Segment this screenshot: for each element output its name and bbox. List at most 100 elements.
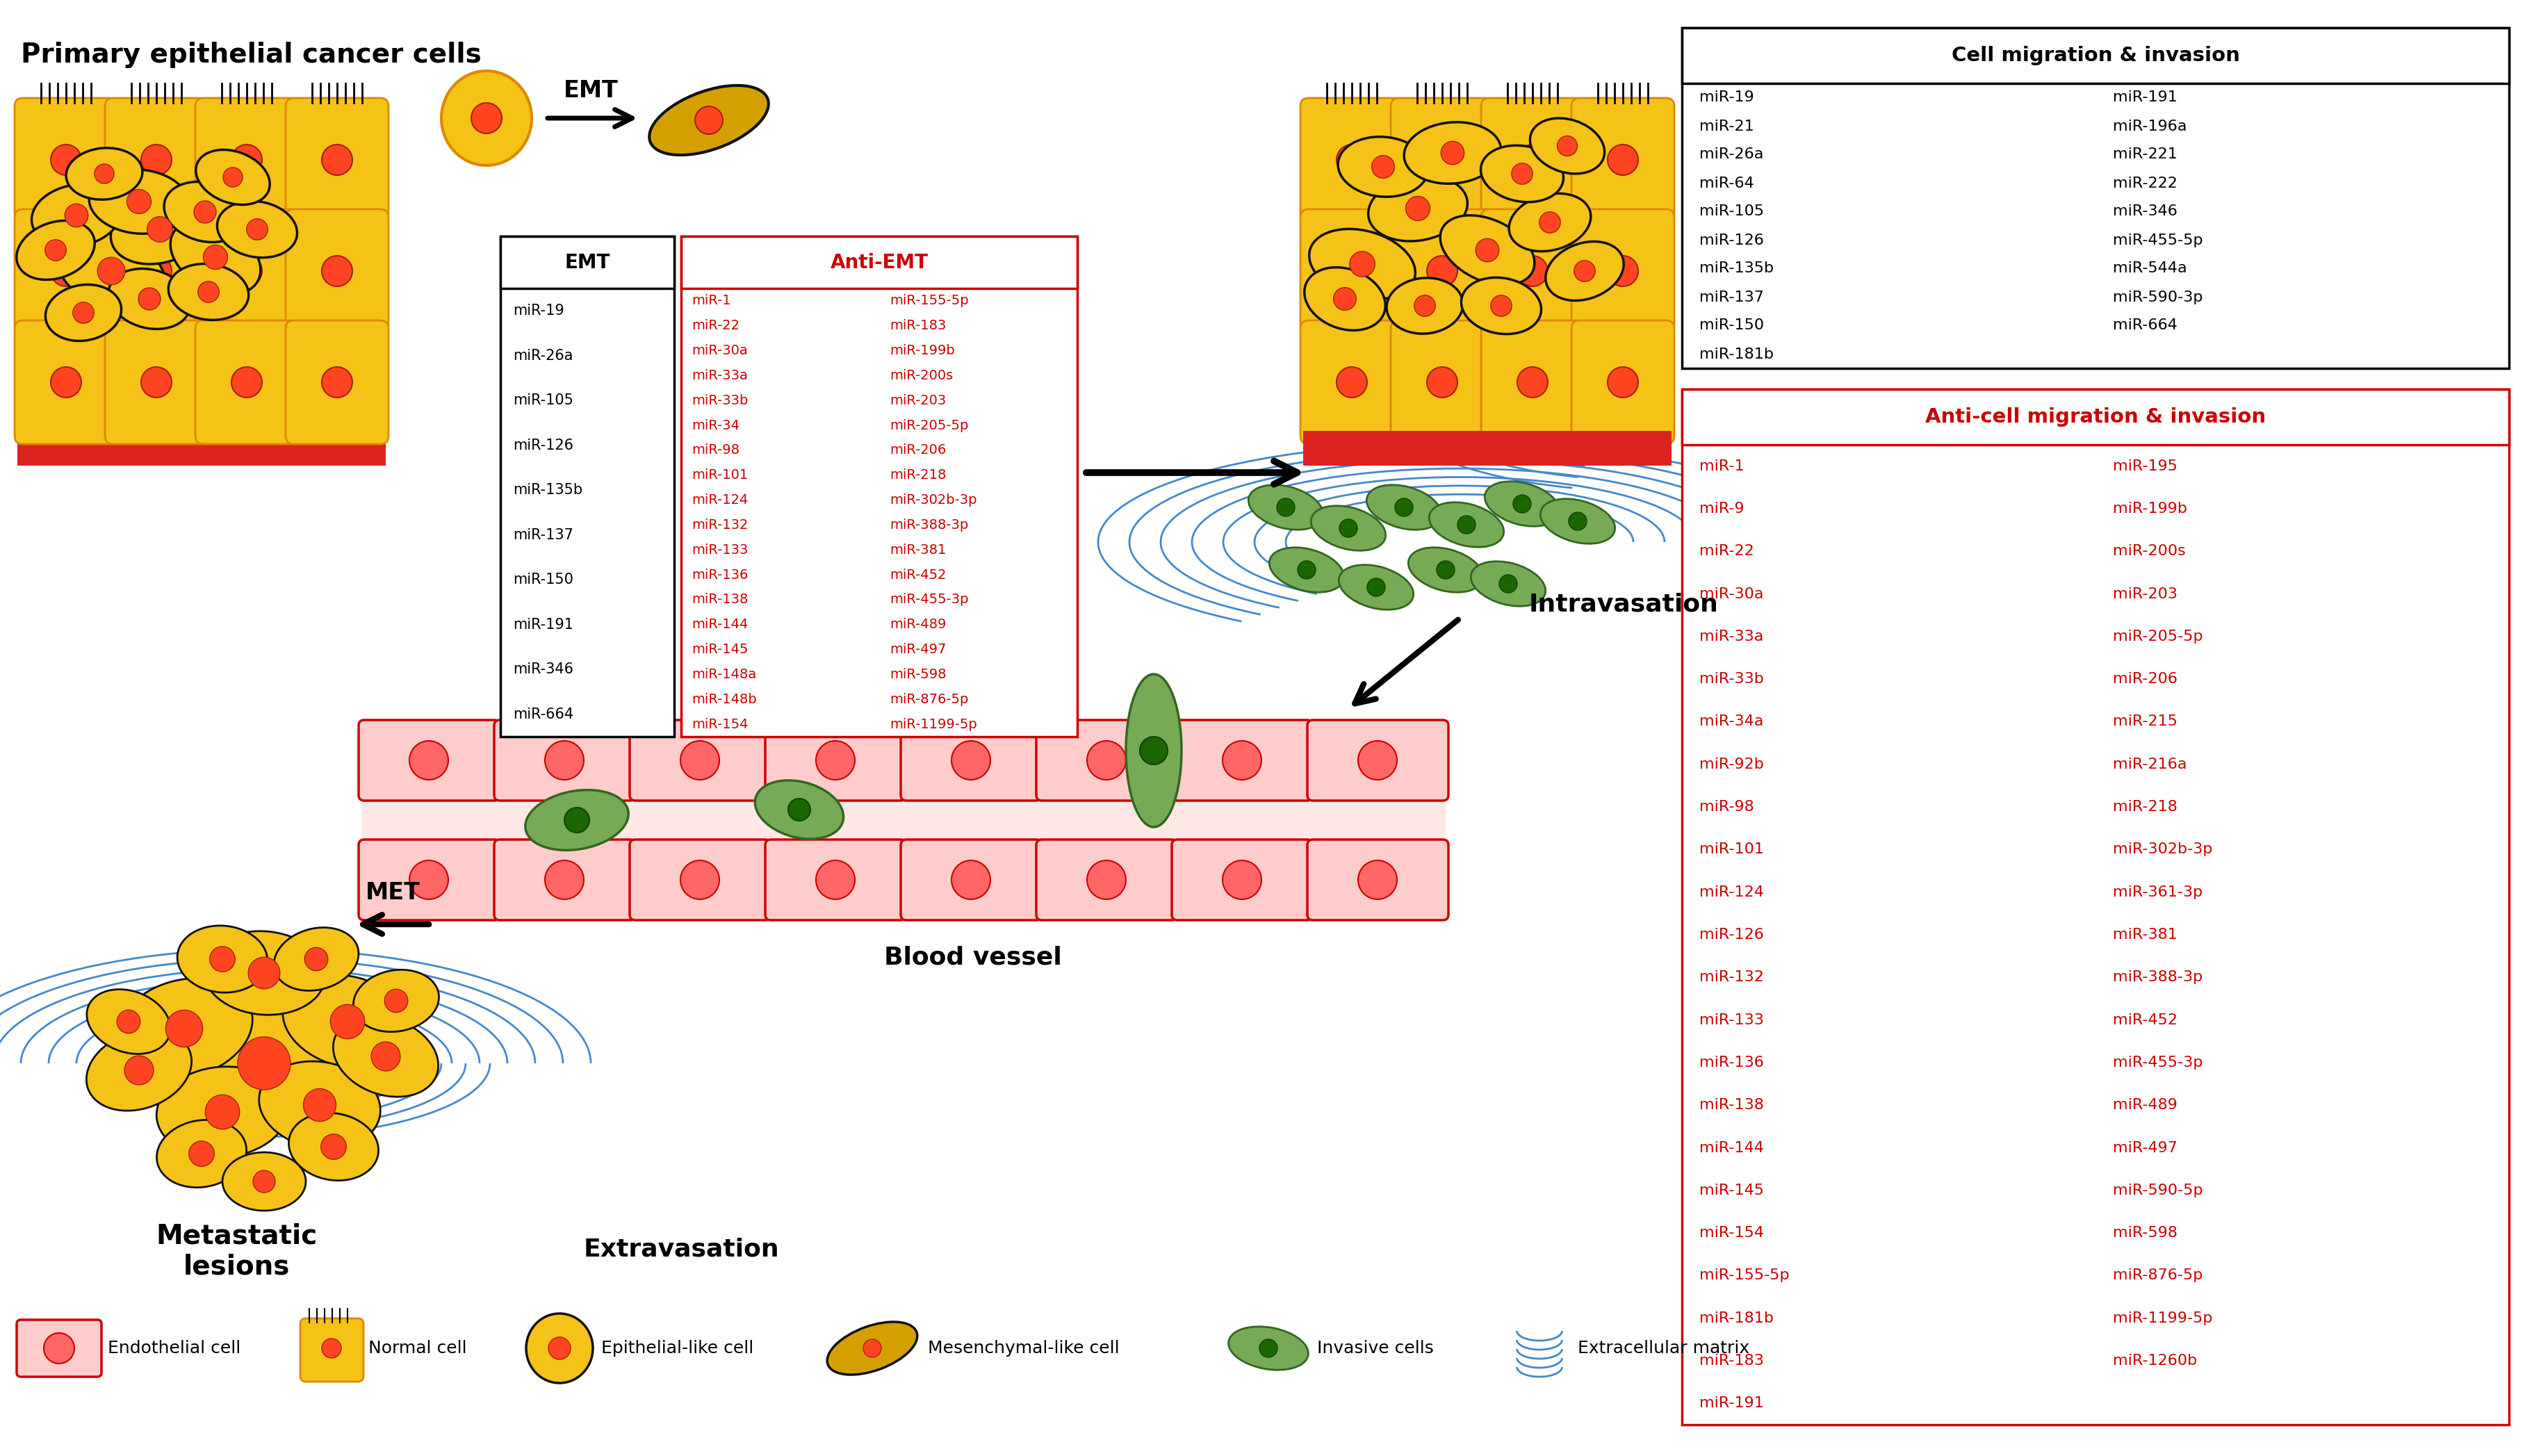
Ellipse shape — [1386, 278, 1462, 333]
Ellipse shape — [86, 989, 169, 1054]
Circle shape — [141, 256, 172, 287]
Text: Anti-cell migration & invasion: Anti-cell migration & invasion — [1924, 408, 2265, 427]
Text: miR-191: miR-191 — [1699, 1396, 1765, 1411]
Text: miR-544a: miR-544a — [2113, 262, 2187, 275]
FancyBboxPatch shape — [194, 98, 298, 221]
Text: miR-206: miR-206 — [2113, 673, 2177, 686]
Text: miR-191: miR-191 — [513, 617, 573, 632]
Text: miR-598: miR-598 — [2113, 1226, 2177, 1241]
Text: miR-150: miR-150 — [513, 572, 573, 587]
Text: miR-126: miR-126 — [1699, 927, 1765, 942]
Circle shape — [321, 1338, 341, 1358]
Ellipse shape — [525, 791, 629, 850]
Text: miR-26a: miR-26a — [513, 348, 573, 363]
Text: Normal cell: Normal cell — [369, 1340, 467, 1357]
Circle shape — [50, 144, 81, 175]
Circle shape — [1540, 211, 1560, 233]
Circle shape — [321, 144, 354, 175]
Circle shape — [205, 1095, 240, 1130]
Text: miR-302b-3p: miR-302b-3p — [2113, 843, 2212, 856]
Ellipse shape — [169, 264, 247, 320]
Bar — [1682, 28, 2510, 368]
Ellipse shape — [116, 978, 252, 1079]
Circle shape — [1573, 261, 1596, 281]
Bar — [1682, 389, 2510, 1425]
Circle shape — [952, 860, 990, 900]
Ellipse shape — [1510, 194, 1591, 252]
Bar — [1303, 431, 1672, 466]
Text: miR-218: miR-218 — [2113, 799, 2177, 814]
Circle shape — [1338, 520, 1358, 537]
Text: MET: MET — [366, 881, 419, 904]
Circle shape — [1475, 239, 1500, 262]
Ellipse shape — [18, 221, 93, 280]
Circle shape — [545, 860, 583, 900]
Ellipse shape — [66, 149, 141, 199]
Text: miR-381: miR-381 — [2113, 927, 2177, 942]
Circle shape — [306, 948, 328, 971]
Ellipse shape — [755, 780, 843, 839]
FancyBboxPatch shape — [1482, 210, 1583, 333]
Circle shape — [98, 258, 124, 285]
Text: miR-205-5p: miR-205-5p — [2113, 629, 2202, 644]
Text: miR-33b: miR-33b — [1699, 673, 1765, 686]
Ellipse shape — [828, 1322, 917, 1374]
FancyBboxPatch shape — [194, 320, 298, 444]
Circle shape — [1490, 296, 1512, 316]
Circle shape — [66, 204, 88, 227]
Text: miR-181b: miR-181b — [1699, 347, 1773, 361]
Circle shape — [232, 144, 263, 175]
FancyBboxPatch shape — [901, 840, 1043, 920]
Text: miR-361-3p: miR-361-3p — [2113, 885, 2202, 900]
Text: Extracellular matrix: Extracellular matrix — [1578, 1340, 1750, 1357]
Circle shape — [1427, 367, 1457, 397]
FancyBboxPatch shape — [1300, 210, 1404, 333]
Circle shape — [1608, 367, 1639, 397]
Text: miR-221: miR-221 — [2113, 147, 2177, 162]
Text: miR-150: miR-150 — [1699, 319, 1765, 332]
Ellipse shape — [1540, 499, 1616, 543]
FancyBboxPatch shape — [1571, 210, 1674, 333]
Circle shape — [1336, 256, 1366, 287]
Text: EMT: EMT — [563, 79, 619, 102]
Circle shape — [210, 946, 235, 971]
Text: miR-137: miR-137 — [1699, 290, 1765, 304]
Text: miR-452: miR-452 — [889, 568, 947, 581]
FancyBboxPatch shape — [1482, 320, 1583, 444]
FancyBboxPatch shape — [106, 320, 207, 444]
Text: miR-22: miR-22 — [692, 319, 740, 332]
Ellipse shape — [177, 926, 268, 993]
Circle shape — [1518, 367, 1548, 397]
Circle shape — [303, 1089, 336, 1121]
Ellipse shape — [217, 201, 298, 258]
Circle shape — [1518, 256, 1548, 287]
FancyBboxPatch shape — [765, 840, 906, 920]
FancyBboxPatch shape — [106, 210, 207, 333]
Text: Anti-EMT: Anti-EMT — [831, 253, 929, 272]
Ellipse shape — [167, 994, 361, 1133]
Ellipse shape — [1308, 229, 1417, 300]
Ellipse shape — [1338, 137, 1429, 197]
Ellipse shape — [1462, 278, 1540, 333]
Text: miR-22: miR-22 — [1699, 545, 1755, 558]
Text: miR-124: miR-124 — [692, 494, 747, 507]
FancyBboxPatch shape — [194, 210, 298, 333]
Text: Metastatic
lesions: Metastatic lesions — [157, 1223, 318, 1280]
Ellipse shape — [164, 182, 245, 242]
Bar — [500, 236, 674, 288]
Ellipse shape — [1126, 674, 1182, 827]
Bar — [361, 722, 1447, 917]
Text: miR-388-3p: miR-388-3p — [889, 518, 967, 531]
Ellipse shape — [1439, 215, 1535, 285]
Ellipse shape — [649, 86, 768, 154]
Circle shape — [1298, 561, 1316, 579]
Circle shape — [189, 1142, 215, 1166]
Circle shape — [139, 288, 162, 310]
Circle shape — [1414, 296, 1434, 316]
Circle shape — [1442, 141, 1464, 165]
Text: Mesenchymal-like cell: Mesenchymal-like cell — [927, 1340, 1119, 1357]
Circle shape — [126, 189, 151, 214]
Ellipse shape — [1366, 485, 1442, 530]
Circle shape — [1608, 256, 1639, 287]
Text: miR-124: miR-124 — [1699, 885, 1765, 900]
